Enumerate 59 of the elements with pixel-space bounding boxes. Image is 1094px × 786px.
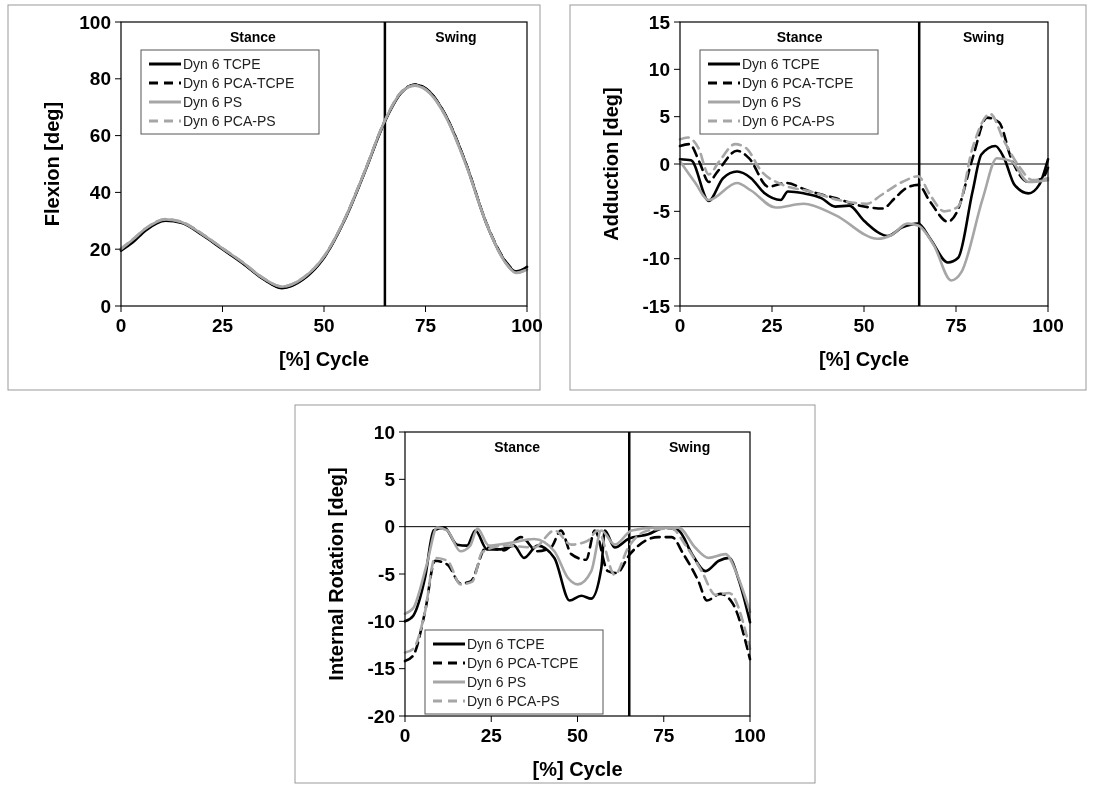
y-tick-label: 10	[373, 421, 395, 443]
x-axis-title: [%] Cycle	[818, 348, 910, 370]
y-tick-label: 10	[648, 58, 670, 80]
annotation: Stance	[494, 439, 541, 455]
y-tick-label: 20	[89, 238, 111, 260]
y-tick-label: -15	[367, 658, 396, 680]
legend-label: Dyn 6 TCPE	[742, 55, 820, 72]
legend-label: Dyn 6 PCA-PS	[742, 112, 835, 129]
y-tick-label: -20	[367, 705, 395, 727]
x-axis-title: [%] Cycle	[532, 758, 623, 780]
y-tick-label: 5	[659, 106, 671, 128]
legend-label: Dyn 6 PS	[467, 673, 527, 690]
y-tick-label: -5	[653, 200, 671, 222]
y-tick-label: 0	[100, 295, 111, 317]
y-tick-label: -10	[367, 610, 395, 632]
y-tick-label: -5	[378, 563, 396, 585]
x-tick-label: 75	[414, 315, 437, 336]
annotation: Swing	[669, 439, 711, 455]
x-tick-label: 25	[480, 725, 503, 746]
y-tick-label: -10	[642, 248, 670, 270]
annotation: Stance	[229, 29, 277, 45]
x-tick-label: 50	[566, 725, 589, 746]
y-tick-label: 60	[89, 125, 111, 147]
x-tick-label: 50	[313, 315, 335, 336]
annotation: Swing	[435, 29, 477, 45]
y-tick-label: 5	[384, 468, 396, 490]
x-tick-label: 25	[211, 315, 234, 336]
x-tick-label: 50	[853, 315, 875, 336]
x-tick-label: 100	[1032, 315, 1064, 336]
y-axis-title: Adduction [deg]	[600, 87, 622, 241]
x-tick-label: 0	[115, 315, 127, 336]
legend-label: Dyn 6 PCA-TCPE	[742, 74, 854, 91]
y-tick-label: 80	[89, 68, 111, 90]
legend-label: Dyn 6 PS	[183, 93, 243, 110]
x-tick-label: 100	[734, 725, 766, 746]
y-tick-label: 15	[648, 11, 671, 33]
annotation: Stance	[776, 29, 823, 45]
x-tick-label: 100	[511, 315, 543, 336]
y-axis-title: Flexion [deg]	[41, 101, 63, 227]
x-tick-label: 75	[945, 315, 967, 336]
legend-label: Dyn 6 TCPE	[467, 635, 545, 652]
y-tick-label: 0	[659, 153, 670, 175]
y-tick-label: 100	[79, 11, 111, 33]
x-tick-label: 0	[399, 725, 411, 746]
legend-label: Dyn 6 TCPE	[183, 55, 261, 72]
x-tick-label: 25	[761, 315, 783, 336]
y-axis-title: Internal Rotation [deg]	[325, 467, 347, 681]
y-tick-label: -15	[642, 295, 671, 317]
legend-label: Dyn 6 PCA-PS	[183, 112, 276, 129]
y-tick-label: 40	[89, 182, 111, 204]
y-tick-label: 0	[384, 516, 395, 538]
legend-label: Dyn 6 PCA-TCPE	[467, 654, 579, 671]
legend-label: Dyn 6 PS	[742, 93, 802, 110]
annotation: Swing	[962, 29, 1005, 45]
x-tick-label: 0	[674, 315, 686, 336]
x-axis-title: [%] Cycle	[278, 348, 370, 370]
legend-label: Dyn 6 PCA-PS	[467, 692, 560, 709]
x-tick-label: 75	[653, 725, 675, 746]
legend-label: Dyn 6 PCA-TCPE	[183, 74, 295, 91]
